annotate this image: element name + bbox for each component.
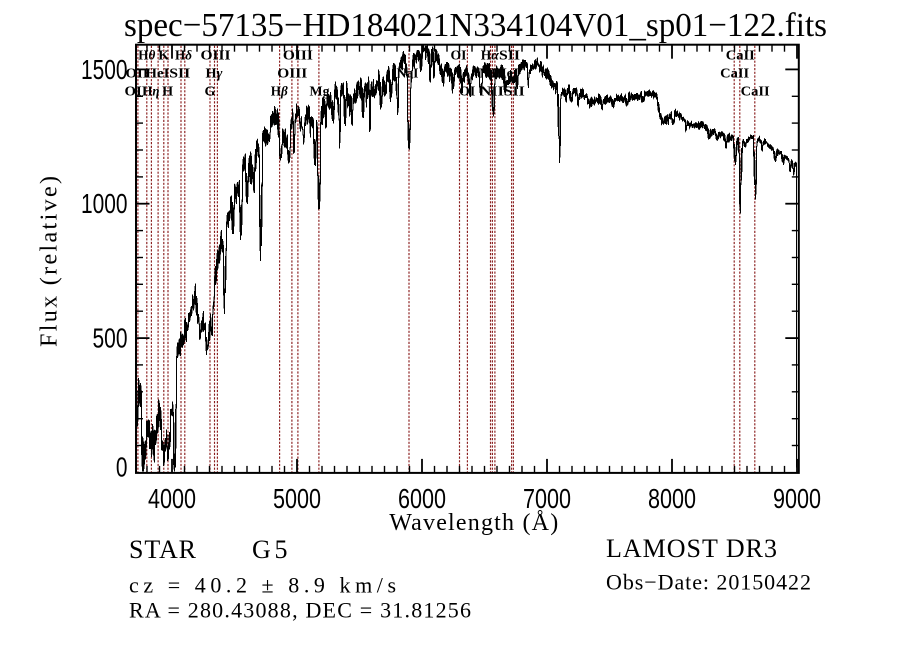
svg-text:SII: SII: [504, 84, 525, 99]
svg-text:500: 500: [93, 323, 128, 354]
svg-text:6000: 6000: [398, 483, 446, 514]
svg-text:NaI: NaI: [397, 66, 419, 81]
svg-text:1500: 1500: [81, 54, 128, 85]
svg-text:OIII: OIII: [277, 66, 307, 81]
svg-text:K: K: [158, 48, 170, 63]
svg-text:Hα: Hα: [481, 48, 500, 63]
svg-text:STAR: STAR: [129, 535, 197, 564]
svg-text:Hη: Hη: [142, 84, 159, 99]
svg-text:Hθ: Hθ: [138, 48, 155, 63]
svg-text:CaII: CaII: [720, 66, 749, 81]
svg-text:OI: OI: [459, 84, 475, 99]
svg-text:Hδ: Hδ: [175, 48, 192, 63]
svg-text:OII: OII: [126, 66, 149, 81]
svg-text:OII: OII: [125, 84, 148, 99]
svg-text:Flux (relative): Flux (relative): [37, 176, 63, 347]
svg-text:Obs−Date: 20150422: Obs−Date: 20150422: [606, 570, 811, 595]
svg-text:spec−57135−HD184021N334104V01_: spec−57135−HD184021N334104V01_sp01−122.f…: [124, 7, 827, 44]
svg-text:HeI: HeI: [145, 66, 169, 81]
svg-text:NII: NII: [480, 84, 504, 99]
svg-text:cz = 40.2 ± 8.9 km/s: cz = 40.2 ± 8.9 km/s: [129, 573, 396, 598]
svg-text:G5: G5: [252, 535, 288, 564]
svg-text:7000: 7000: [523, 483, 571, 514]
svg-text:SII: SII: [499, 48, 520, 63]
svg-text:1000: 1000: [81, 188, 128, 219]
svg-text:OIII: OIII: [201, 48, 231, 63]
svg-text:OIII: OIII: [283, 48, 313, 63]
svg-text:4000: 4000: [148, 483, 196, 514]
svg-text:G: G: [205, 84, 217, 99]
svg-text:0: 0: [116, 451, 128, 482]
svg-text:HeI: HeI: [495, 66, 519, 81]
svg-text:Mg: Mg: [310, 84, 330, 99]
svg-text:OI: OI: [451, 48, 467, 63]
svg-text:9000: 9000: [773, 483, 821, 514]
svg-text:H: H: [162, 84, 174, 99]
svg-text:Hγ: Hγ: [206, 66, 223, 81]
svg-text:Wavelength (Å): Wavelength (Å): [389, 510, 558, 536]
svg-text:RA = 280.43088, DEC = 31.8125: RA = 280.43088, DEC = 31.81256: [129, 598, 471, 623]
svg-text:SII: SII: [169, 66, 190, 81]
svg-text:LAMOST DR3: LAMOST DR3: [606, 534, 777, 563]
svg-text:Hβ: Hβ: [271, 84, 288, 99]
svg-text:CaII: CaII: [741, 84, 770, 99]
svg-text:8000: 8000: [648, 483, 696, 514]
svg-text:NII: NII: [479, 66, 503, 81]
svg-text:CaII: CaII: [726, 48, 755, 63]
svg-text:5000: 5000: [273, 483, 321, 514]
